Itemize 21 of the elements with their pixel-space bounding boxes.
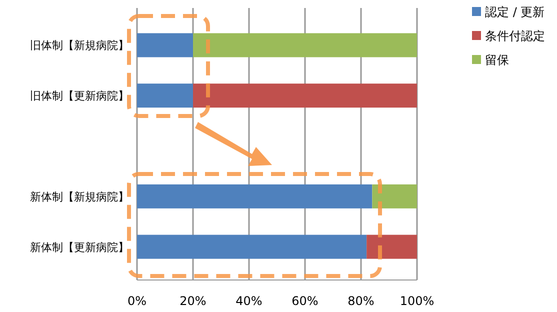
bar xyxy=(193,84,417,108)
y-tick-label: 旧体制【新規病院】 xyxy=(30,39,129,52)
y-tick-label: 新体制【新規病院】 xyxy=(30,190,129,204)
x-tick-label: 60% xyxy=(292,294,318,308)
legend-label: 留保 xyxy=(485,53,509,67)
bar xyxy=(137,84,193,108)
y-tick-label: 新体制【更新病院】 xyxy=(30,240,129,254)
y-tick-label: 旧体制【更新病院】 xyxy=(30,90,129,103)
x-tick-label: 40% xyxy=(236,294,262,308)
x-tick-label: 0% xyxy=(127,294,147,308)
bar xyxy=(366,234,417,259)
bar xyxy=(372,184,417,208)
legend-label: 条件付認定 xyxy=(485,29,545,43)
x-tick-label: 80% xyxy=(348,294,374,308)
bar xyxy=(137,33,193,58)
x-tick-label: 100% xyxy=(400,294,434,308)
x-tick-label: 20% xyxy=(180,294,206,308)
bar xyxy=(137,184,372,208)
bar xyxy=(137,234,367,259)
legend-label: 認定 / 更新 xyxy=(485,5,545,19)
bar xyxy=(193,33,417,58)
